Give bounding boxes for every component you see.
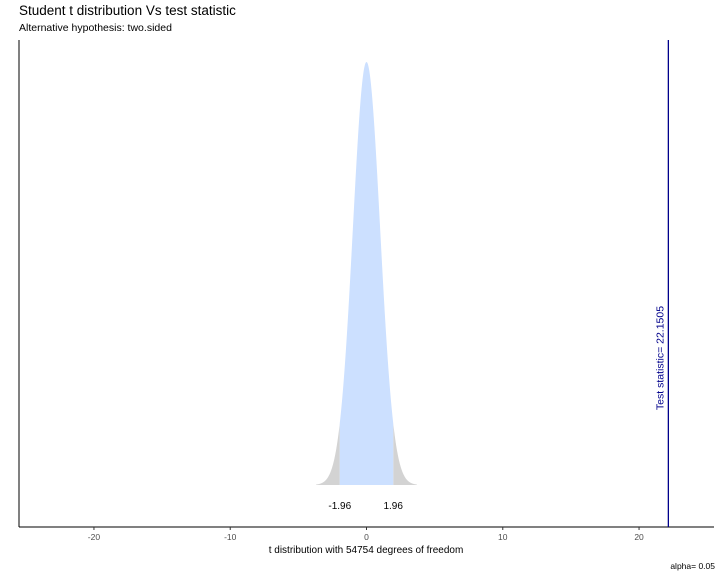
chart-title: Student t distribution Vs test statistic — [19, 3, 236, 18]
x-tick-label: 10 — [498, 532, 508, 542]
alpha-caption: alpha= 0.05 — [670, 561, 715, 571]
chart-subtitle: Alternative hypothesis: two.sided — [19, 22, 172, 34]
critical-value-labels: -1.96 1.96 — [328, 501, 403, 512]
critical-value-label: -1.96 — [328, 501, 351, 512]
critical-value-label: 1.96 — [383, 501, 403, 512]
density-regions — [316, 62, 417, 485]
x-axis-ticks: -20 -10 0 10 20 — [88, 527, 644, 542]
x-tick-label: 0 — [364, 532, 369, 542]
x-tick-label: -20 — [88, 532, 101, 542]
x-axis-label: t distribution with 54754 degrees of fre… — [269, 545, 464, 556]
x-tick-label: -10 — [224, 532, 237, 542]
rejection-region-right — [393, 423, 417, 485]
test-statistic-label: Test statistic= 22.1505 — [654, 306, 666, 410]
x-tick-label: 20 — [634, 532, 644, 542]
acceptance-region — [339, 62, 394, 485]
rejection-region-left — [316, 423, 340, 485]
